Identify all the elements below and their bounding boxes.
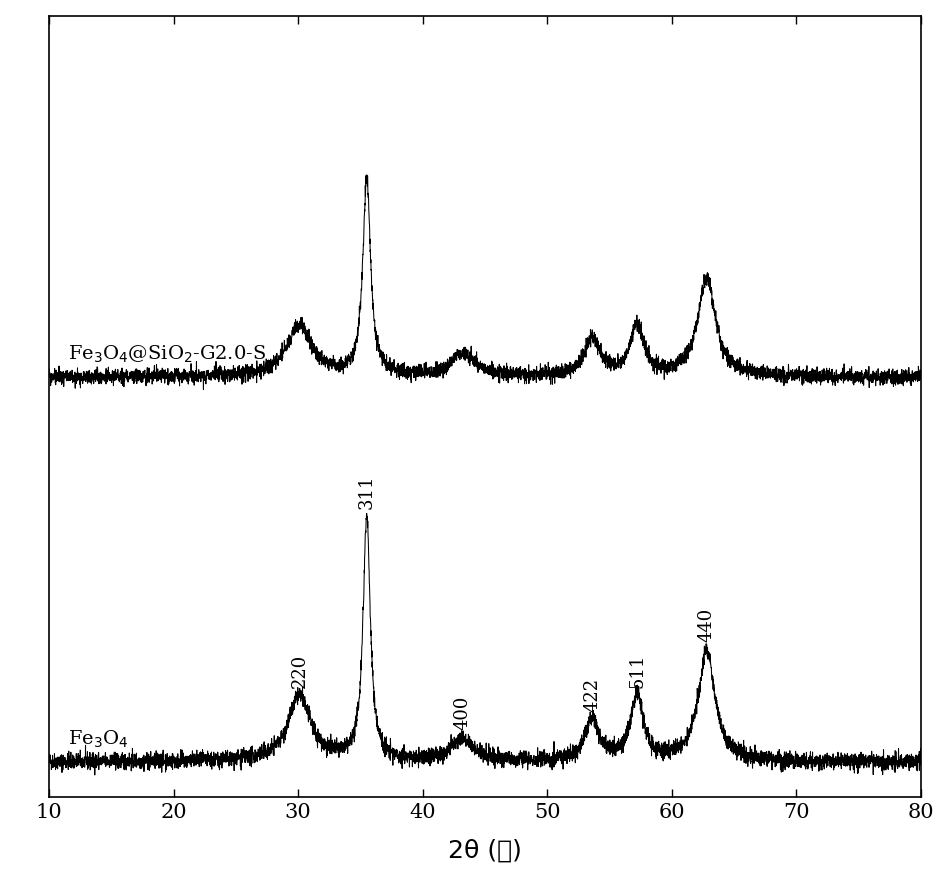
- Text: 220: 220: [290, 653, 308, 687]
- Text: 400: 400: [454, 695, 472, 730]
- Text: Fe$_3$O$_4$@SiO$_2$-G2.0-S: Fe$_3$O$_4$@SiO$_2$-G2.0-S: [68, 343, 266, 365]
- Text: 422: 422: [583, 677, 601, 710]
- Text: 311: 311: [358, 473, 376, 508]
- Text: Fe$_3$O$_4$: Fe$_3$O$_4$: [68, 728, 128, 749]
- Text: 511: 511: [628, 653, 646, 687]
- X-axis label: 2θ (度): 2θ (度): [448, 838, 522, 861]
- Text: 440: 440: [698, 607, 716, 641]
